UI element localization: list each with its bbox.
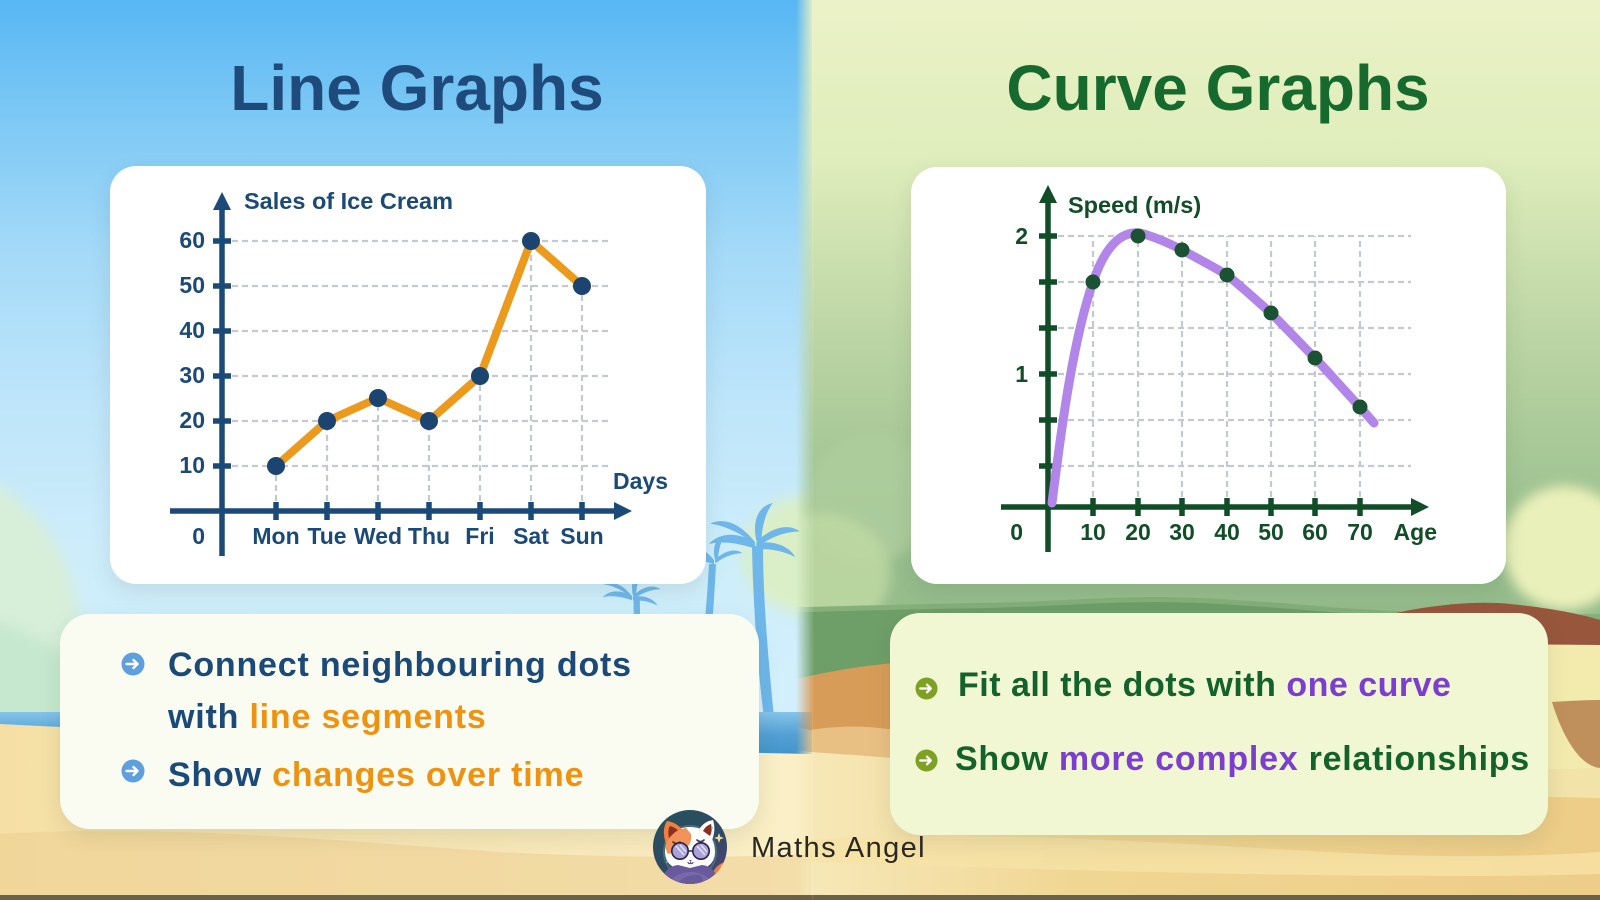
svg-text:Thu: Thu — [408, 523, 450, 549]
svg-text:Fri: Fri — [465, 523, 494, 549]
svg-text:10: 10 — [1080, 519, 1106, 545]
svg-text:40: 40 — [179, 317, 205, 343]
svg-text:50: 50 — [1258, 519, 1284, 545]
svg-text:Wed: Wed — [354, 523, 402, 549]
svg-text:Speed (m/s): Speed (m/s) — [1068, 192, 1201, 218]
svg-text:0: 0 — [1010, 519, 1023, 545]
svg-text:Tue: Tue — [307, 523, 346, 549]
svg-text:60: 60 — [179, 227, 205, 253]
svg-text:Sun: Sun — [560, 523, 603, 549]
svg-text:Days: Days — [613, 468, 668, 494]
svg-text:40: 40 — [1214, 519, 1240, 545]
svg-text:20: 20 — [1125, 519, 1151, 545]
svg-text:30: 30 — [1169, 519, 1195, 545]
svg-text:10: 10 — [179, 452, 205, 478]
svg-text:70: 70 — [1347, 519, 1373, 545]
svg-text:Age: Age — [1394, 519, 1437, 545]
svg-text:20: 20 — [179, 407, 205, 433]
svg-text:Sales of Ice Cream: Sales of Ice Cream — [244, 188, 453, 214]
svg-text:1: 1 — [1015, 361, 1028, 387]
svg-text:Sat: Sat — [513, 523, 549, 549]
svg-text:Mon: Mon — [252, 523, 299, 549]
svg-text:50: 50 — [179, 272, 205, 298]
svg-text:2: 2 — [1015, 223, 1028, 249]
svg-text:60: 60 — [1302, 519, 1328, 545]
svg-text:0: 0 — [192, 523, 205, 549]
svg-text:30: 30 — [179, 362, 205, 388]
